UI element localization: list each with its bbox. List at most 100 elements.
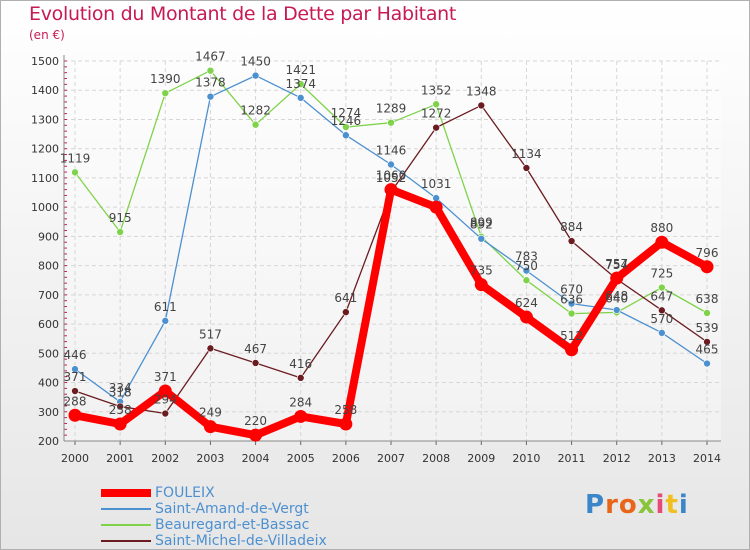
data-point xyxy=(387,160,395,169)
data-label: 1031 xyxy=(421,177,452,191)
data-point xyxy=(158,384,172,398)
data-label: 446 xyxy=(64,348,87,362)
x-tick-label: 2001 xyxy=(106,452,134,465)
data-label: 258 xyxy=(109,403,132,417)
data-point xyxy=(700,260,714,274)
data-label: 1272 xyxy=(421,107,452,121)
x-tick-label: 2000 xyxy=(61,452,89,465)
data-point xyxy=(565,343,579,357)
axes: 200 300 400 500 600 700 800 900 1000 1100 1200 1300… xyxy=(31,55,721,465)
legend-swatch xyxy=(101,540,151,542)
y-tick-label: 700 xyxy=(38,289,59,302)
y-tick-label: 500 xyxy=(38,347,59,360)
data-point xyxy=(567,309,576,318)
legend-swatch xyxy=(101,508,151,510)
logo-letter: r xyxy=(605,490,619,520)
legend-label: Beauregard-et-Bassac xyxy=(155,517,310,533)
data-point xyxy=(206,92,215,101)
legend-swatch xyxy=(101,524,151,526)
y-tick-label: 300 xyxy=(38,406,59,419)
x-tick-label: 2010 xyxy=(512,452,540,465)
data-label: 1390 xyxy=(150,72,181,86)
data-point xyxy=(206,66,215,75)
data-label: 1421 xyxy=(285,63,316,77)
y-tick-label: 1100 xyxy=(31,172,59,185)
data-label: 647 xyxy=(650,289,673,303)
data-label: 220 xyxy=(244,414,267,428)
data-point xyxy=(567,299,576,308)
data-label: 318 xyxy=(109,386,132,400)
x-tick-label: 2006 xyxy=(332,452,360,465)
data-point xyxy=(342,123,350,131)
data-label: 258 xyxy=(334,403,357,417)
data-label: 915 xyxy=(109,211,132,225)
data-label: 757 xyxy=(605,257,628,271)
y-tick-label: 1300 xyxy=(31,113,59,126)
data-label: 1289 xyxy=(376,102,407,116)
data-point xyxy=(203,420,217,434)
y-tick-label: 600 xyxy=(38,318,59,331)
data-label: 1467 xyxy=(195,50,226,64)
data-point xyxy=(612,306,621,314)
data-label: 371 xyxy=(64,370,87,384)
data-point xyxy=(71,168,79,177)
data-point xyxy=(68,408,82,422)
data-label: 880 xyxy=(650,221,673,235)
data-point xyxy=(116,228,124,236)
data-label: 288 xyxy=(64,394,87,408)
data-label: 371 xyxy=(154,370,177,384)
data-label: 638 xyxy=(696,292,719,306)
chart-title: Evolution du Montant de la Dette par Hab… xyxy=(29,3,457,25)
data-label: 467 xyxy=(244,342,267,356)
data-point xyxy=(387,118,395,127)
data-label: 624 xyxy=(515,296,538,310)
data-point xyxy=(384,183,398,197)
data-point xyxy=(294,409,308,423)
data-label: 284 xyxy=(289,395,312,409)
x-tick-label: 2008 xyxy=(422,452,450,465)
data-point xyxy=(342,308,350,316)
data-label: 884 xyxy=(560,220,583,234)
x-tick-label: 2004 xyxy=(242,452,270,465)
legend-swatch xyxy=(101,489,151,497)
data-point xyxy=(296,94,305,102)
logo-letter: P xyxy=(585,490,606,520)
data-label: 294 xyxy=(154,393,177,407)
data-point xyxy=(296,374,305,382)
logo-letter: i xyxy=(678,490,689,520)
data-label: 1246 xyxy=(331,114,362,128)
data-point xyxy=(342,131,350,140)
data-label: 1348 xyxy=(466,84,497,98)
data-point xyxy=(610,271,624,285)
data-point xyxy=(161,409,170,418)
data-label: 754 xyxy=(605,258,628,272)
data-point xyxy=(206,344,215,353)
data-label: 899 xyxy=(470,216,493,230)
data-point xyxy=(71,387,79,395)
data-label: 465 xyxy=(696,343,719,357)
x-tick-label: 2011 xyxy=(558,452,586,465)
data-label: 416 xyxy=(289,357,312,371)
data-label: 1352 xyxy=(421,83,452,97)
data-label: 636 xyxy=(560,293,583,307)
data-point xyxy=(477,234,486,243)
x-tick-label: 2009 xyxy=(467,452,495,465)
data-point xyxy=(429,200,443,214)
data-point xyxy=(658,306,666,315)
data-label: 1274 xyxy=(331,106,362,120)
data-point xyxy=(116,402,124,411)
y-tick-label: 1500 xyxy=(31,55,59,68)
data-point xyxy=(655,235,669,249)
data-label: 1450 xyxy=(240,55,271,69)
data-point xyxy=(567,237,576,245)
data-label: 1378 xyxy=(195,76,226,90)
y-tick-label: 1200 xyxy=(31,143,59,156)
legend-label: Saint-Amand-de-Vergt xyxy=(155,501,309,517)
data-point xyxy=(658,283,666,292)
data-point xyxy=(519,310,533,324)
data-label: 670 xyxy=(560,283,583,297)
data-label: 750 xyxy=(515,259,538,273)
data-label: 539 xyxy=(696,321,719,335)
data-point xyxy=(432,100,440,109)
